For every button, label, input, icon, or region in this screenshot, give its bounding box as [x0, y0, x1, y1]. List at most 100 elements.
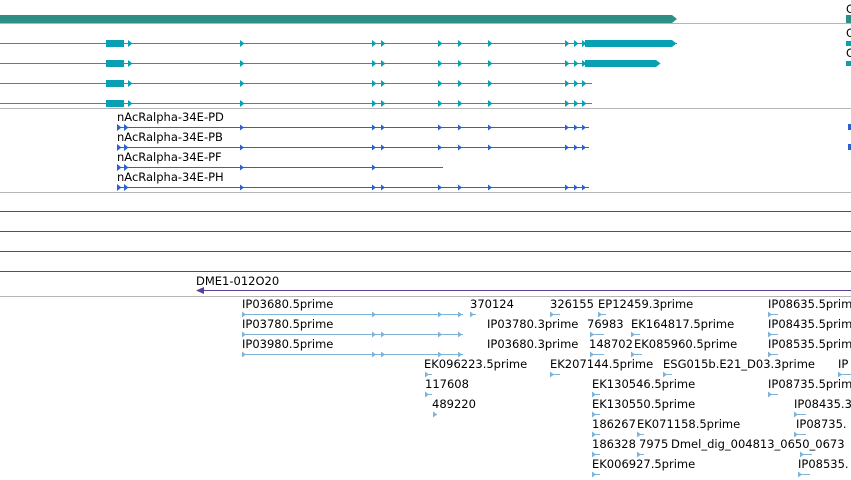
transcript-edge[interactable] — [848, 124, 851, 130]
arrow-icon — [582, 100, 587, 107]
arrow-icon — [488, 40, 493, 47]
arrow-icon — [592, 411, 596, 418]
arrow-icon — [372, 311, 376, 318]
arrow-icon — [240, 80, 245, 87]
est-feature[interactable] — [637, 451, 644, 458]
est-feature[interactable] — [794, 411, 806, 418]
est-feature[interactable] — [242, 311, 463, 318]
est-feature[interactable] — [598, 311, 606, 318]
est-label: 186328 — [592, 437, 636, 451]
est-feature[interactable] — [798, 471, 810, 478]
est-feature[interactable] — [242, 331, 463, 338]
est-feature[interactable] — [800, 451, 812, 458]
est-feature[interactable] — [592, 451, 600, 458]
arrow-icon — [800, 451, 804, 458]
transcript-feature[interactable] — [0, 100, 592, 107]
alignment-feature[interactable] — [196, 287, 851, 294]
est-feature[interactable] — [637, 431, 644, 438]
est-feature[interactable] — [794, 431, 806, 438]
est-feature[interactable] — [631, 331, 640, 338]
transcript-edge[interactable] — [848, 144, 851, 150]
est-feature[interactable] — [550, 311, 560, 318]
arrow-icon — [242, 351, 246, 358]
transcript-feature[interactable] — [117, 144, 589, 151]
arrow-icon — [565, 60, 570, 67]
arrow-icon — [438, 331, 442, 338]
arrow-icon — [488, 184, 492, 191]
arrow-icon — [565, 40, 570, 47]
arrow-icon — [637, 431, 641, 438]
arrow-icon — [381, 144, 385, 151]
arrow-icon — [565, 80, 570, 87]
arrow-icon — [458, 60, 463, 67]
transcript-feature[interactable] — [117, 124, 589, 131]
arrow-icon — [582, 184, 586, 191]
est-feature[interactable] — [590, 351, 604, 358]
est-feature[interactable] — [592, 431, 600, 438]
arrow-icon — [550, 371, 554, 378]
arrow-icon — [458, 184, 462, 191]
transcript-feature[interactable] — [117, 164, 443, 171]
arrow-icon — [117, 144, 122, 151]
arrow-icon — [124, 144, 129, 151]
est-feature[interactable] — [242, 351, 463, 358]
est-label: EK006927.5prime — [592, 457, 695, 471]
arrow-icon — [372, 144, 376, 151]
arrow-icon — [381, 331, 385, 338]
est-feature[interactable] — [592, 471, 600, 478]
arrow-icon — [794, 431, 798, 438]
transcript-feature[interactable] — [0, 60, 661, 67]
transcript-feature[interactable] — [117, 184, 589, 191]
arrow-icon — [488, 80, 493, 87]
gene-feature-edge[interactable] — [846, 15, 851, 23]
transcript-feature[interactable] — [0, 80, 592, 87]
arrow-icon — [240, 40, 245, 47]
est-label: 489220 — [432, 397, 476, 411]
transcript-edge[interactable] — [846, 41, 851, 46]
arrow-icon — [656, 60, 661, 67]
est-feature[interactable] — [663, 371, 672, 378]
est-feature[interactable] — [433, 411, 437, 418]
arrow-icon — [574, 124, 578, 131]
arrow-icon — [458, 351, 462, 358]
arrow-icon — [372, 331, 376, 338]
est-label: IP08535.5prime — [768, 337, 851, 351]
transcript-edge[interactable] — [846, 61, 851, 66]
est-feature[interactable] — [470, 311, 476, 318]
est-label: EK096223.5prime — [424, 357, 527, 371]
est-feature[interactable] — [768, 351, 778, 358]
arrow-icon — [381, 40, 386, 47]
est-label: EK164817.5prime — [631, 317, 734, 331]
est-feature[interactable] — [838, 371, 851, 378]
est-feature[interactable] — [768, 331, 778, 338]
arrow-icon — [488, 124, 492, 131]
est-label: 7975 — [639, 437, 668, 451]
est-feature[interactable] — [768, 311, 778, 318]
est-feature[interactable] — [592, 411, 600, 418]
est-label: IP08535. — [798, 457, 849, 471]
arrow-icon — [550, 311, 554, 318]
arrow-icon — [240, 124, 244, 131]
est-label: IP08435.3 — [794, 397, 851, 411]
gene-feature[interactable] — [0, 15, 677, 23]
arrow-icon — [582, 40, 587, 47]
est-feature[interactable] — [631, 351, 642, 358]
arrow-icon — [458, 311, 462, 318]
arrow-icon — [124, 164, 129, 171]
arrow-icon — [794, 411, 798, 418]
edge-label: C — [846, 46, 851, 60]
est-feature[interactable] — [590, 331, 604, 338]
est-feature[interactable] — [425, 391, 432, 398]
arrow-icon — [574, 80, 579, 87]
est-feature[interactable] — [768, 391, 778, 398]
arrow-icon — [381, 80, 386, 87]
arrow-icon — [242, 311, 246, 318]
transcript-feature[interactable] — [0, 40, 677, 47]
est-feature[interactable] — [550, 371, 560, 378]
est-label: 326155 — [550, 297, 594, 311]
est-feature[interactable] — [425, 371, 432, 378]
est-label: IP08435.5prime — [768, 317, 851, 331]
est-feature[interactable] — [592, 391, 600, 398]
